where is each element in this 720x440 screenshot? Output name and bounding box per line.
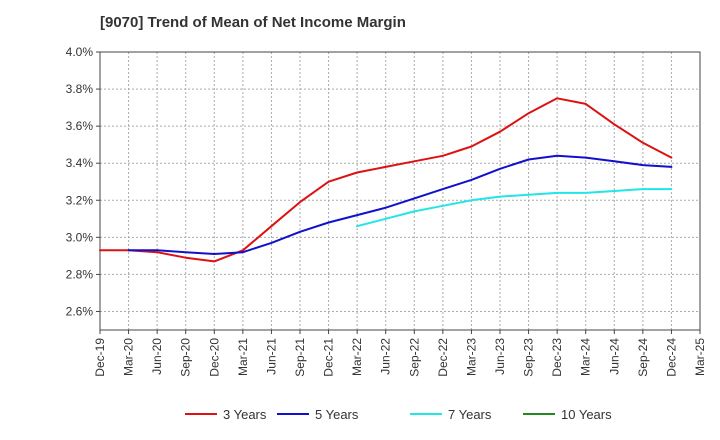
legend-label: 7 Years bbox=[448, 407, 492, 422]
x-axis: Dec-19 Mar-20 Jun-20 Sep-20 Dec-20 Mar-21 Jun-… bbox=[93, 330, 707, 377]
x-tick-label: Sep-24 bbox=[636, 338, 650, 377]
y-axis: 4.0% 3.8% 3.6% 3.4% 3.2% 3.0% 2.8% 2.6% bbox=[66, 45, 100, 318]
y-tick-label: 3.4% bbox=[66, 156, 94, 170]
x-tick-label: Mar-25 bbox=[693, 338, 707, 376]
x-tick-label: Mar-21 bbox=[236, 338, 250, 376]
x-tick-label: Jun-21 bbox=[264, 338, 278, 375]
y-tick-label: 3.6% bbox=[66, 119, 94, 133]
x-tick-label: Jun-20 bbox=[150, 338, 164, 375]
x-tick-label: Dec-21 bbox=[322, 338, 336, 377]
series-line-7-years bbox=[356, 188, 673, 228]
x-tick-label: Dec-22 bbox=[436, 338, 450, 377]
x-tick-label: Sep-23 bbox=[522, 338, 536, 377]
series-lines bbox=[99, 97, 673, 263]
legend-label: 5 Years bbox=[315, 407, 359, 422]
x-tick-label: Jun-24 bbox=[607, 338, 621, 375]
y-tick-label: 3.8% bbox=[66, 82, 94, 96]
x-tick-label: Dec-20 bbox=[207, 338, 221, 377]
plot-area-border bbox=[99, 51, 701, 331]
x-tick-label: Mar-24 bbox=[579, 338, 593, 376]
x-tick-label: Sep-20 bbox=[179, 338, 193, 377]
x-tick-label: Sep-22 bbox=[407, 338, 421, 377]
y-tick-label: 4.0% bbox=[66, 45, 94, 59]
y-tick-label: 2.6% bbox=[66, 304, 94, 318]
y-tick-label: 3.2% bbox=[66, 193, 94, 207]
x-tick-label: Jun-22 bbox=[379, 338, 393, 375]
y-tick-label: 3.0% bbox=[66, 230, 94, 244]
series-line-5-years bbox=[127, 154, 673, 255]
x-tick-label: Dec-19 bbox=[93, 338, 107, 377]
chart-title: [9070] Trend of Mean of Net Income Margi… bbox=[100, 14, 406, 31]
x-tick-label: Dec-24 bbox=[664, 338, 678, 377]
x-tick-label: Mar-22 bbox=[350, 338, 364, 376]
series-line-3-years bbox=[99, 97, 673, 263]
x-tick-label: Jun-23 bbox=[493, 338, 507, 375]
x-tick-label: Mar-23 bbox=[464, 338, 478, 376]
legend: 3 Years 5 Years 7 Years 10 Years bbox=[185, 407, 612, 422]
legend-label: 10 Years bbox=[561, 407, 612, 422]
y-tick-label: 2.8% bbox=[66, 267, 94, 281]
legend-label: 3 Years bbox=[223, 407, 267, 422]
x-tick-label: Dec-23 bbox=[550, 338, 564, 377]
x-tick-label: Mar-20 bbox=[122, 338, 136, 376]
x-tick-label: Sep-21 bbox=[293, 338, 307, 377]
